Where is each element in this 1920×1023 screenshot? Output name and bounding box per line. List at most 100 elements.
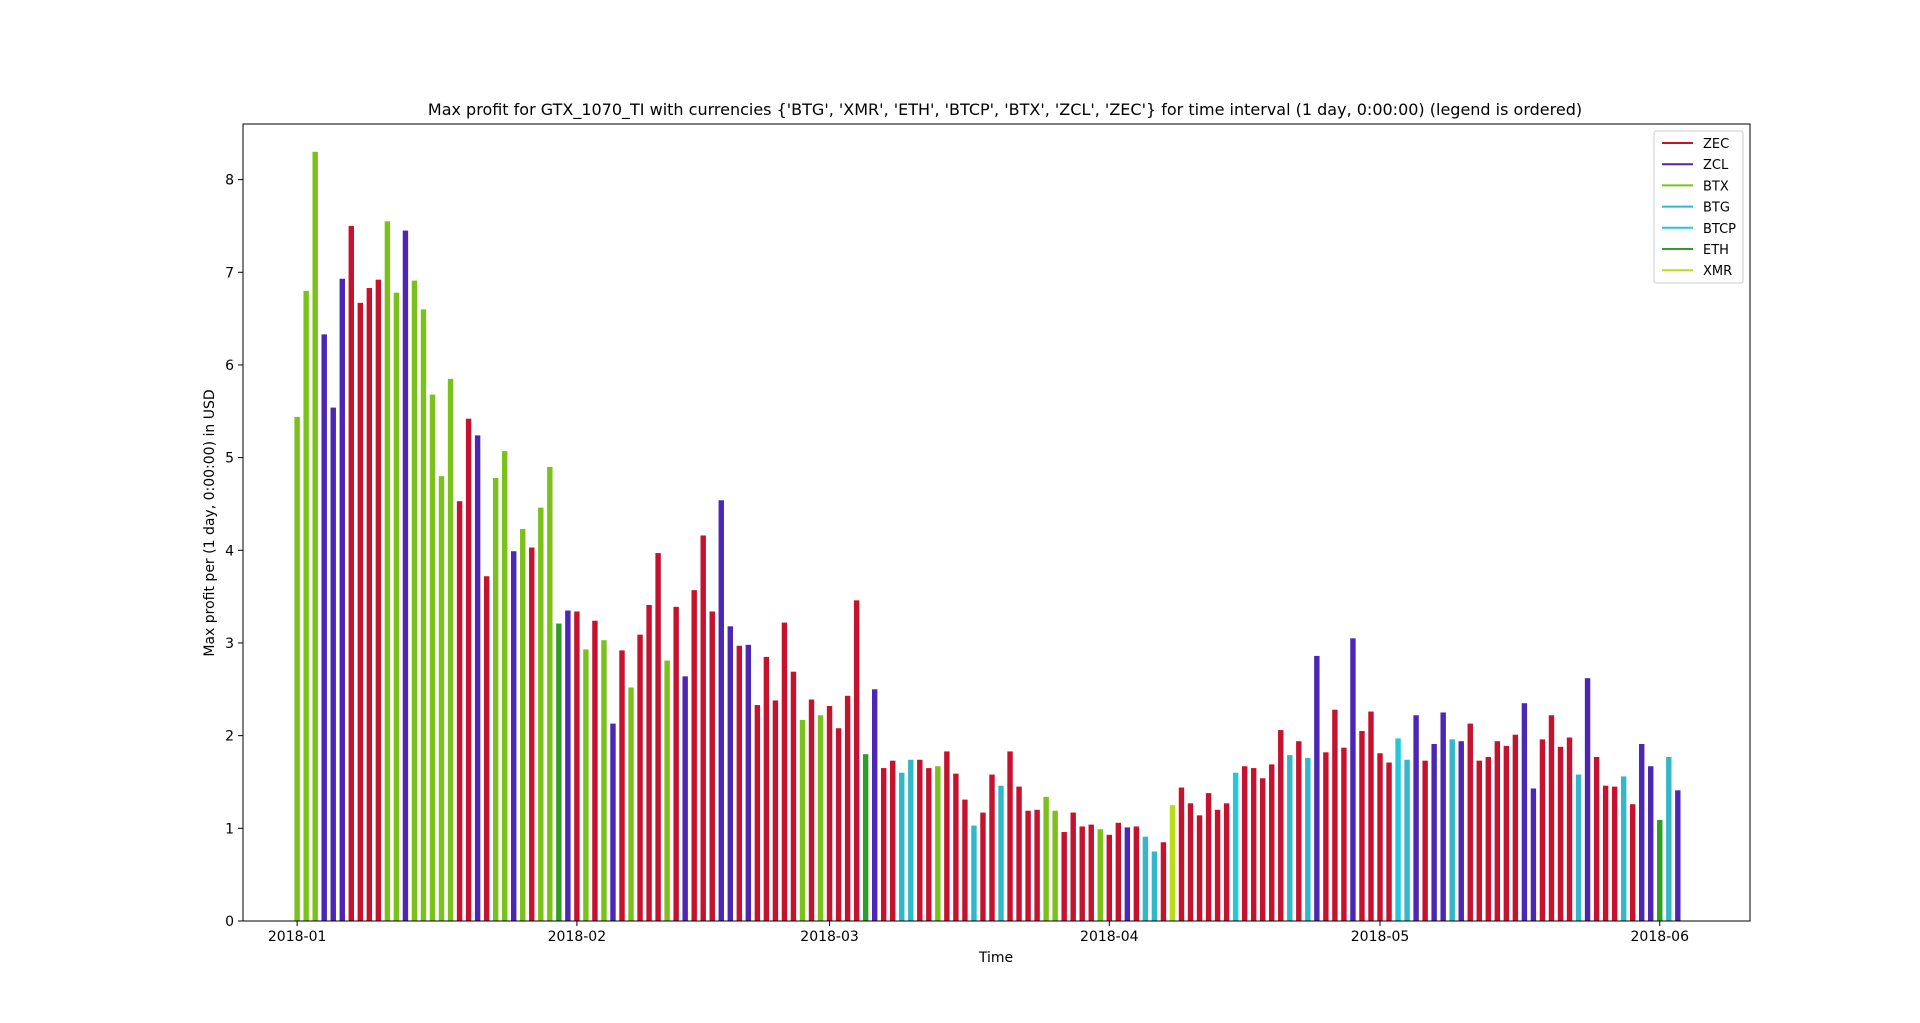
legend-label-xmr: XMR xyxy=(1703,264,1732,279)
bar-btx xyxy=(294,416,300,921)
bar-zcl xyxy=(474,435,481,921)
bar-zec xyxy=(1223,803,1230,921)
y-tick-label: 0 xyxy=(225,914,234,930)
bar-zcl xyxy=(1440,712,1446,921)
bar-zec xyxy=(980,812,986,921)
bar-eth xyxy=(862,754,869,921)
bar-zec xyxy=(1323,752,1329,921)
bar-zec xyxy=(465,418,472,921)
bar-zec xyxy=(880,768,887,921)
bar-zec xyxy=(1278,730,1284,921)
bar-zcl xyxy=(871,689,878,921)
bar-zcl xyxy=(1350,638,1356,921)
bar-btx xyxy=(1043,796,1049,921)
bar-btx xyxy=(664,660,670,921)
bar-btx xyxy=(538,507,544,921)
bar-zec xyxy=(1512,734,1519,921)
bar-zec xyxy=(574,611,580,921)
bar-btx xyxy=(393,292,400,921)
bar-zcl xyxy=(1458,741,1464,921)
bar-zec xyxy=(890,760,896,921)
y-tick-label: 4 xyxy=(225,543,234,559)
bar-zec xyxy=(1377,753,1383,921)
bar-btx xyxy=(384,221,391,921)
x-tick-label: 2018-01 xyxy=(268,929,327,945)
bar-btx xyxy=(411,280,418,921)
bar-zec xyxy=(1034,809,1040,921)
bar-btx xyxy=(447,378,454,922)
bar-zec xyxy=(853,600,860,921)
bar-zec xyxy=(1016,786,1022,921)
y-tick-label: 1 xyxy=(225,821,234,837)
bar-zcl xyxy=(1530,788,1537,921)
bar-zec xyxy=(691,590,697,921)
bar-zec xyxy=(844,695,851,921)
bar-btg xyxy=(1620,776,1627,921)
bar-zec xyxy=(808,699,815,921)
legend-label-btx: BTX xyxy=(1703,179,1729,194)
bar-zec xyxy=(1250,768,1257,921)
legend: ZEC ZCL BTX BTG BTCP ETH XMR xyxy=(1653,130,1744,284)
y-tick-label: 6 xyxy=(225,358,234,374)
bar-zec xyxy=(456,501,463,921)
bar-zec xyxy=(619,650,625,921)
bar-zcl xyxy=(1431,743,1437,921)
x-tick-label: 2018-06 xyxy=(1631,929,1690,945)
bar-zec xyxy=(1241,766,1248,921)
bar-zcl xyxy=(682,676,688,921)
bar-zcl xyxy=(718,500,724,921)
legend-label-zcl: ZCL xyxy=(1703,158,1729,173)
bar-btg xyxy=(1142,836,1149,921)
bar-zec xyxy=(1007,751,1013,921)
bar-zcl xyxy=(745,644,752,921)
y-axis-ticks: 0 1 2 3 4 5 6 7 8 xyxy=(225,173,243,930)
bar-btg xyxy=(1305,757,1311,921)
bar-btg xyxy=(1666,756,1672,921)
bar-btg xyxy=(899,772,905,921)
bar-btx xyxy=(935,766,941,921)
bar-zec xyxy=(1214,809,1221,921)
bar-btx xyxy=(312,151,318,922)
bar-zec xyxy=(655,553,661,921)
bar-zec xyxy=(700,535,706,921)
y-tick-label: 3 xyxy=(225,636,234,652)
bar-zec xyxy=(835,728,842,921)
bar-zec xyxy=(1341,747,1347,921)
bar-btx xyxy=(520,528,526,921)
bar-zec xyxy=(1422,760,1428,921)
bar-zec xyxy=(1205,793,1212,921)
legend-label-btcp: BTCP xyxy=(1703,222,1736,237)
x-tick-label: 2018-03 xyxy=(800,929,859,945)
bar-zec xyxy=(1494,741,1501,921)
bar-zec xyxy=(962,799,968,921)
bar-zcl xyxy=(1124,827,1131,921)
bar-zec xyxy=(1611,786,1618,921)
bars-layer xyxy=(294,151,1681,922)
bar-zec xyxy=(944,751,950,921)
bar-zec xyxy=(781,622,788,921)
x-tick-label: 2018-05 xyxy=(1351,929,1410,945)
bar-zec xyxy=(1269,764,1275,921)
bar-zec xyxy=(1196,815,1203,921)
bar-zec xyxy=(1133,826,1140,921)
bar-zec xyxy=(1593,756,1600,921)
bar-zec xyxy=(1503,745,1510,921)
bar-zec xyxy=(790,671,797,921)
bar-zcl xyxy=(565,610,571,921)
bar-xmr xyxy=(1169,805,1176,921)
x-axis-ticks: 2018-01 2018-02 2018-03 2018-04 2018-05 2018-… xyxy=(268,921,1689,945)
bar-zec xyxy=(592,620,598,921)
bar-zec xyxy=(1629,804,1636,921)
bar-btx xyxy=(429,394,436,921)
y-tick-label: 8 xyxy=(225,173,234,189)
bar-zcl xyxy=(321,334,327,921)
bar-btx xyxy=(601,640,607,921)
bar-zec xyxy=(1359,731,1365,921)
bar-zcl xyxy=(610,723,616,921)
bar-zec xyxy=(1539,739,1546,921)
bar-btx xyxy=(501,451,508,921)
bar-zcl xyxy=(727,626,733,921)
bar-zec xyxy=(736,645,743,921)
bar-zcl xyxy=(339,278,345,921)
bar-zec xyxy=(1079,826,1085,921)
